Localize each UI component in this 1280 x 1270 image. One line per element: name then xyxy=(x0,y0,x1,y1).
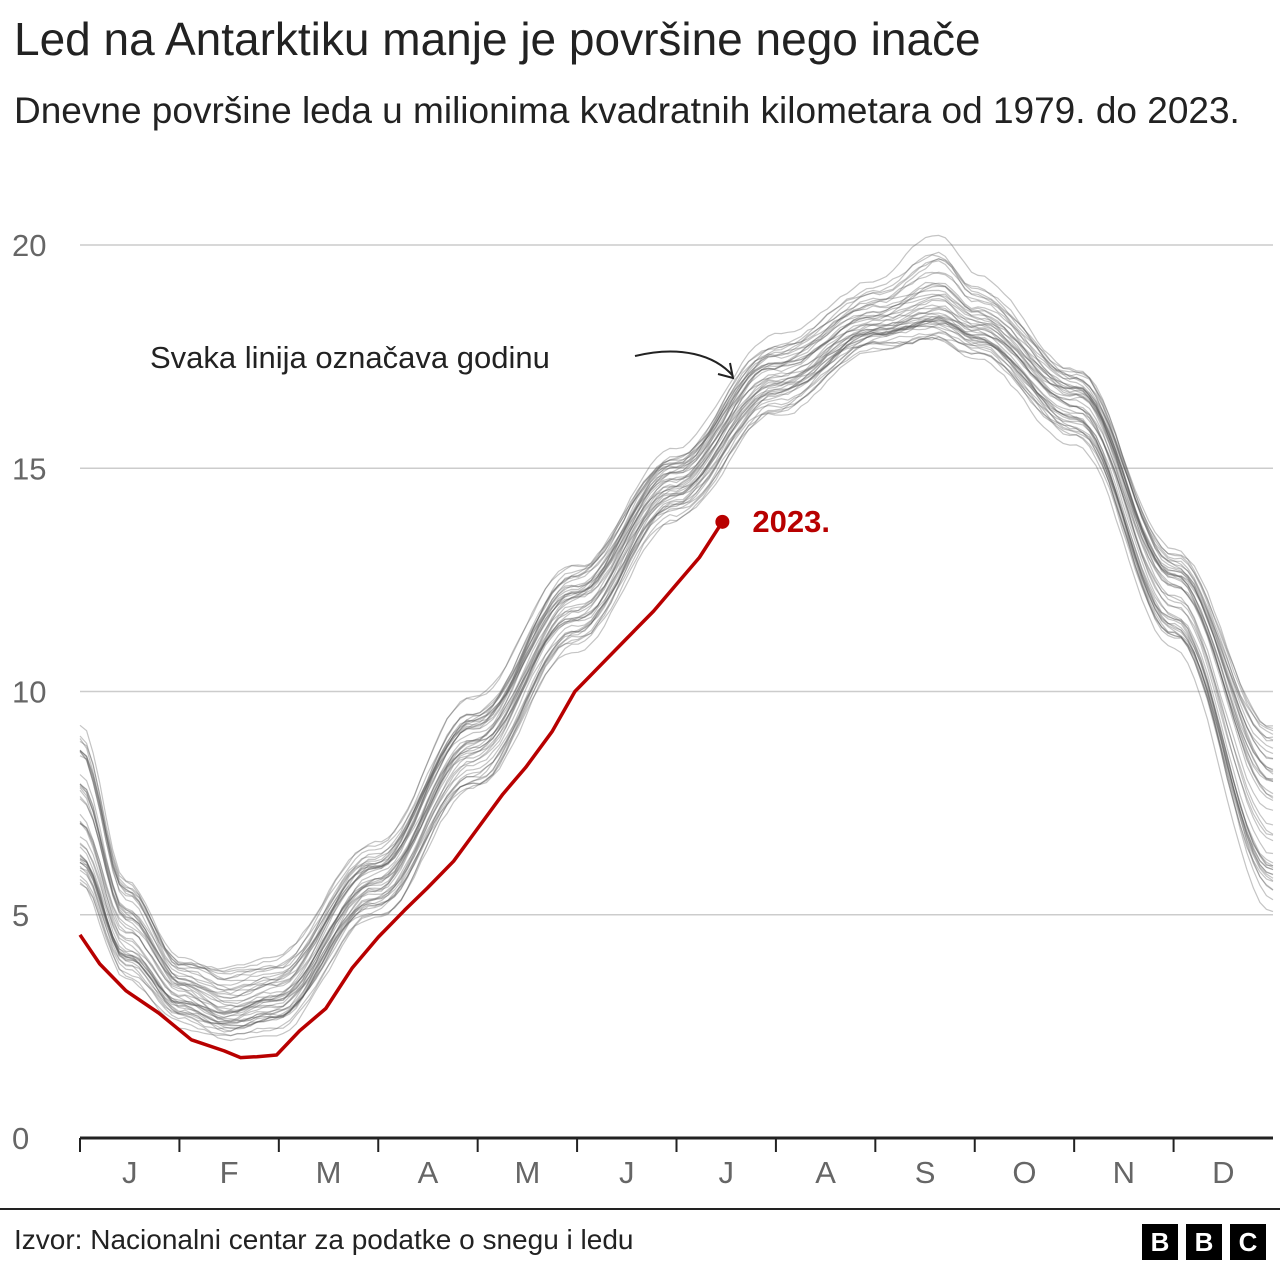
x-tick-label: M xyxy=(514,1155,540,1190)
arrow-head-icon xyxy=(717,362,735,380)
y-tick-label: 15 xyxy=(12,451,46,486)
history-year-line xyxy=(79,257,1274,981)
x-tick-label: F xyxy=(220,1155,239,1190)
history-year-line xyxy=(79,326,1274,1042)
history-year-line xyxy=(79,334,1274,1027)
history-year-line xyxy=(79,336,1274,1025)
series-label-2023: 2023. xyxy=(752,504,830,539)
x-tick-label: J xyxy=(619,1155,635,1190)
history-year-line xyxy=(79,281,1274,991)
history-year-line xyxy=(79,320,1274,1025)
history-year-line xyxy=(79,234,1274,997)
x-tick-label: J xyxy=(718,1155,734,1190)
history-year-line xyxy=(79,294,1274,972)
history-year-line xyxy=(79,289,1274,1005)
history-year-line xyxy=(79,320,1274,1030)
history-year-line xyxy=(79,337,1274,1021)
y-tick-label: 5 xyxy=(12,898,29,933)
history-year-line xyxy=(79,260,1274,991)
history-year-line xyxy=(79,312,1274,1019)
history-year-line xyxy=(79,308,1274,1014)
series-line-2023 xyxy=(78,520,724,1060)
history-year-line xyxy=(79,324,1274,1022)
x-tick-label: O xyxy=(1012,1155,1036,1190)
y-tick-label: 20 xyxy=(12,228,46,263)
history-year-line xyxy=(79,322,1274,1027)
history-year-line xyxy=(79,316,1274,1016)
chart-title: Led na Antarktiku manje je površine nego… xyxy=(14,13,981,65)
chart: 2023. 0 5 10 15 20 J F M A M J J A S O N D Svaka linija … xyxy=(12,228,1274,1190)
history-year-line xyxy=(79,307,1274,1008)
source-note: Izvor: Nacionalni centar za podatke o sn… xyxy=(14,1224,634,1255)
x-tick-label: N xyxy=(1113,1155,1135,1190)
history-year-line xyxy=(79,299,1274,973)
x-tick-label: M xyxy=(316,1155,342,1190)
history-year-line xyxy=(79,282,1274,970)
history-year-line xyxy=(79,311,1274,1014)
history-year-line xyxy=(79,323,1274,1023)
annotation-arrow xyxy=(634,350,734,377)
history-year-line xyxy=(79,319,1274,1023)
chart-subtitle: Dnevne površine leda u milionima kvadrat… xyxy=(14,90,1240,131)
history-year-line xyxy=(79,306,1274,1037)
x-tick-label: D xyxy=(1212,1155,1234,1190)
history-year-line xyxy=(79,318,1274,1013)
history-year-line xyxy=(79,331,1274,1030)
history-year-line xyxy=(79,294,1274,995)
series-endpoint-2023 xyxy=(715,514,730,529)
history-year-line xyxy=(79,320,1274,1037)
x-tick-label: S xyxy=(915,1155,936,1190)
history-year-line xyxy=(79,258,1274,1010)
x-tick-label: A xyxy=(418,1155,439,1190)
history-year-line xyxy=(79,332,1274,1033)
y-tick-label: 0 xyxy=(12,1121,29,1156)
history-year-line xyxy=(79,316,1274,1002)
history-year-line xyxy=(79,284,1274,999)
history-year-line xyxy=(79,271,1274,991)
history-year-line xyxy=(79,316,1274,1019)
history-year-line xyxy=(79,251,1274,982)
annotation-label: Svaka linija označava godinu xyxy=(150,340,550,375)
history-year-line xyxy=(79,254,1273,980)
footer-divider xyxy=(0,1208,1280,1210)
history-year-line xyxy=(79,315,1274,975)
history-year-line xyxy=(79,285,1274,1015)
history-year-line xyxy=(79,304,1274,986)
history-year-line xyxy=(79,293,1274,1000)
x-tick-label: J xyxy=(122,1155,138,1190)
y-tick-label: 10 xyxy=(12,675,46,710)
history-year-line xyxy=(79,271,1274,1008)
history-year-line xyxy=(79,336,1274,1032)
history-year-line xyxy=(79,298,1274,1014)
x-tick-label: A xyxy=(815,1155,836,1190)
history-year-line xyxy=(79,319,1274,1023)
